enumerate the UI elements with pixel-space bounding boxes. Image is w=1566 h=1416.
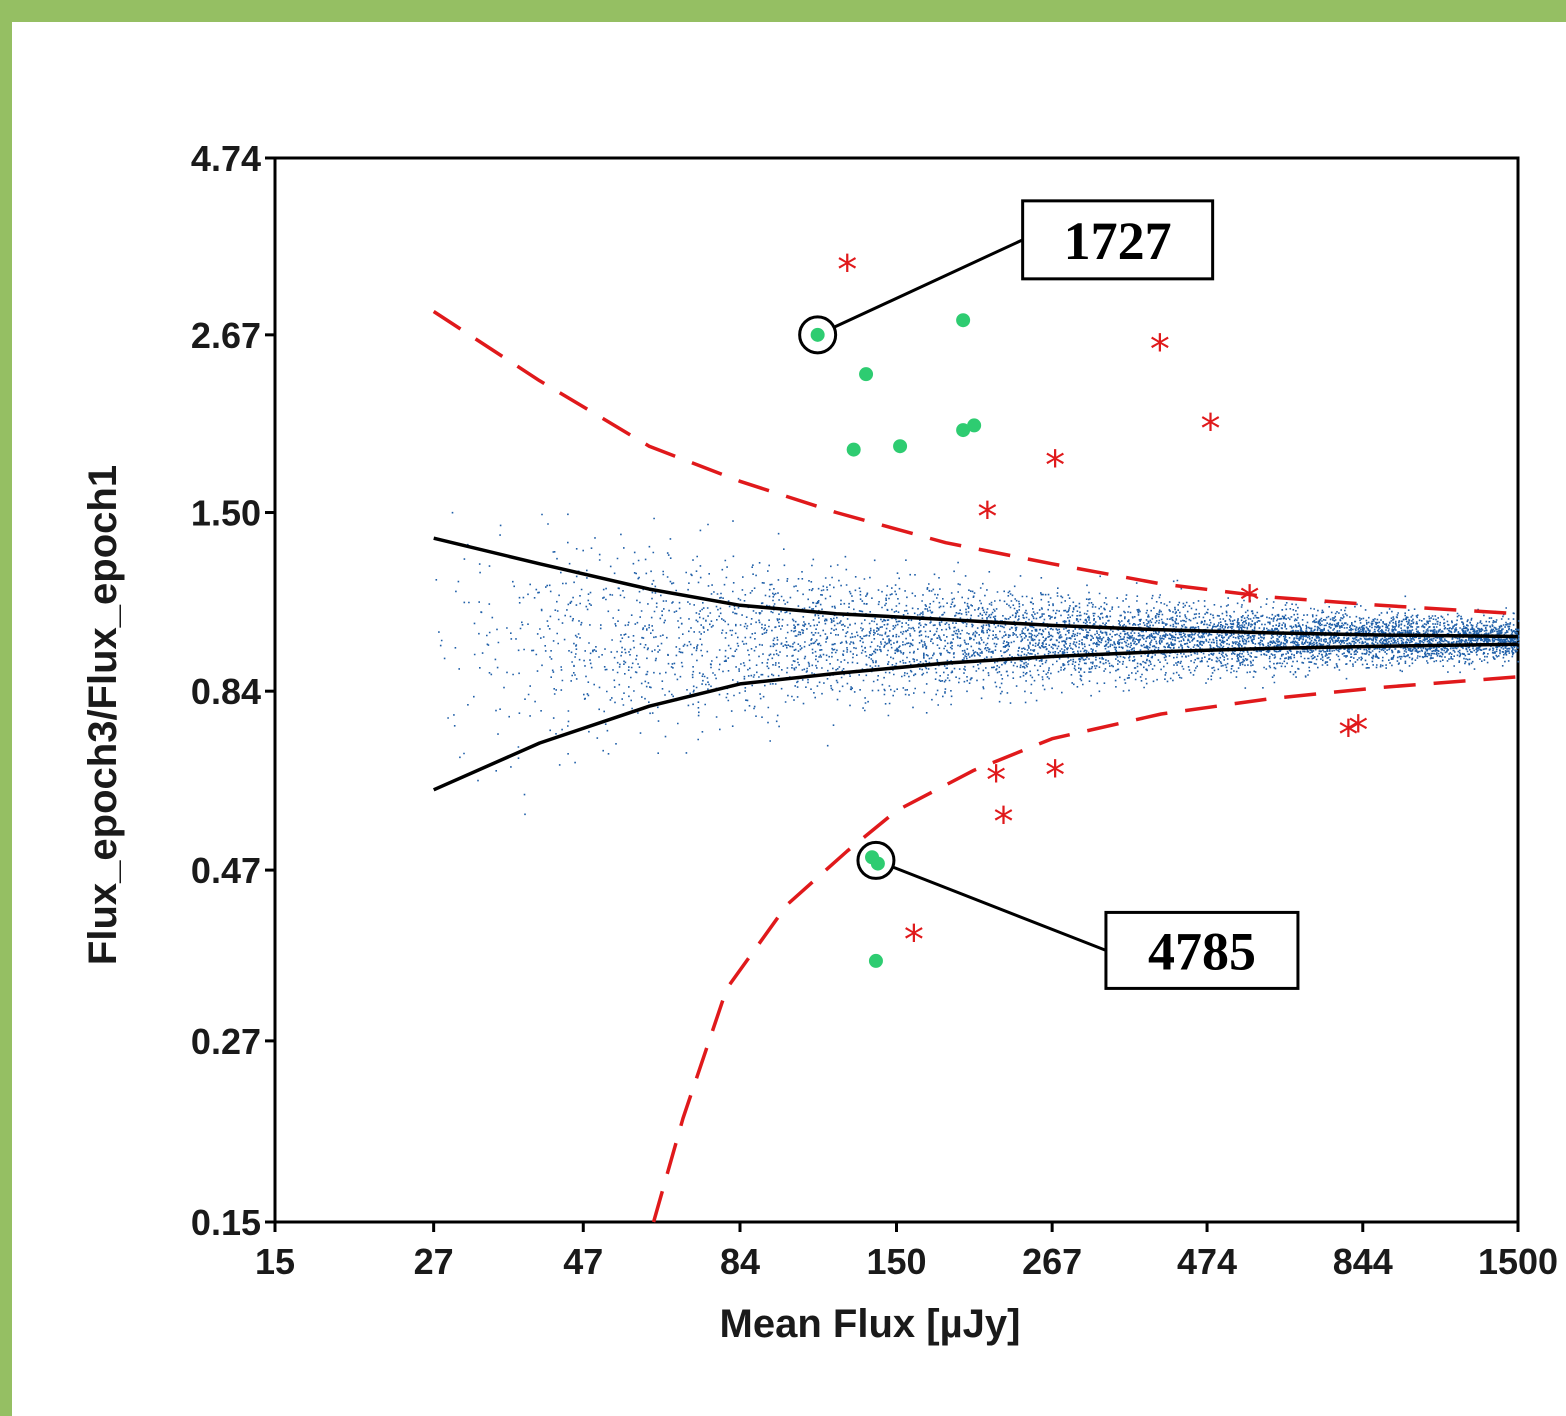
star-point: * bbox=[904, 918, 924, 964]
y-tick-label: 0.15 bbox=[191, 1202, 261, 1243]
y-tick-label: 1.50 bbox=[191, 493, 261, 534]
frame-left-border bbox=[0, 0, 12, 1416]
star-point: * bbox=[1200, 407, 1220, 453]
variable-point bbox=[868, 953, 883, 968]
scatter-point bbox=[435, 511, 1520, 816]
star-point: * bbox=[1045, 443, 1065, 489]
x-tick-label: 1500 bbox=[1478, 1241, 1558, 1282]
x-tick-label: 15 bbox=[255, 1241, 295, 1282]
curves bbox=[432, 310, 1519, 1223]
variable-point bbox=[859, 367, 874, 382]
threshold-upper-line bbox=[432, 310, 1519, 616]
variable-point bbox=[967, 418, 982, 433]
variable-point bbox=[810, 327, 825, 342]
callout-label: 1727 bbox=[1064, 211, 1172, 271]
star-point: * bbox=[837, 248, 857, 294]
x-tick-label: 150 bbox=[866, 1241, 926, 1282]
x-tick-label: 267 bbox=[1022, 1241, 1082, 1282]
callout-leader bbox=[892, 865, 1107, 952]
envelope-lower-line bbox=[432, 642, 1519, 792]
callout-leader bbox=[833, 238, 1024, 329]
star-point: * bbox=[1045, 753, 1065, 799]
x-tick-label: 84 bbox=[720, 1241, 760, 1282]
x-axis-title: Mean Flux [µJy] bbox=[720, 1302, 1021, 1346]
star-point: * bbox=[977, 495, 997, 541]
x-tick-label: 844 bbox=[1333, 1241, 1393, 1282]
callout-box bbox=[1104, 910, 1300, 990]
star-point: * bbox=[986, 758, 1006, 804]
scatter-cloud bbox=[435, 511, 1520, 816]
variable-point bbox=[893, 439, 908, 454]
star-point: * bbox=[1338, 712, 1358, 758]
callout-label: 4785 bbox=[1148, 921, 1256, 981]
envelope-upper-line bbox=[433, 536, 1519, 639]
axes: 15 27 47 84 150 267 474 844 1500 0.15 0.27 0.47 0.84… bbox=[191, 138, 1558, 1282]
star-point: * bbox=[1348, 708, 1368, 754]
star-point: * bbox=[994, 800, 1014, 846]
callout-circle bbox=[798, 315, 838, 355]
y-axis-title: Flux_epoch3/Flux_epoch1 bbox=[81, 465, 125, 965]
variable-point bbox=[870, 856, 885, 871]
y-tick-label: 0.47 bbox=[191, 850, 261, 891]
annotations: 1727 4785 bbox=[798, 199, 1300, 990]
variable-point bbox=[956, 313, 971, 328]
variable-point bbox=[846, 442, 861, 457]
callout-box bbox=[1021, 199, 1215, 281]
frame-top-border bbox=[0, 0, 1566, 22]
y-tick-label: 0.27 bbox=[191, 1021, 261, 1062]
y-tick-label: 0.84 bbox=[191, 671, 261, 712]
threshold-lower-line bbox=[651, 675, 1519, 1223]
variable-point bbox=[956, 423, 971, 438]
x-tick-label: 27 bbox=[414, 1241, 454, 1282]
y-tick-label: 2.67 bbox=[191, 315, 261, 356]
star-point: * bbox=[1240, 578, 1260, 624]
x-tick-label: 474 bbox=[1177, 1241, 1237, 1282]
x-tick-label: 47 bbox=[563, 1241, 603, 1282]
star-point: * bbox=[1150, 327, 1170, 373]
y-tick-label: 4.74 bbox=[191, 138, 261, 179]
callout-circle bbox=[856, 840, 896, 880]
markers: ********* *** bbox=[810, 248, 1368, 968]
